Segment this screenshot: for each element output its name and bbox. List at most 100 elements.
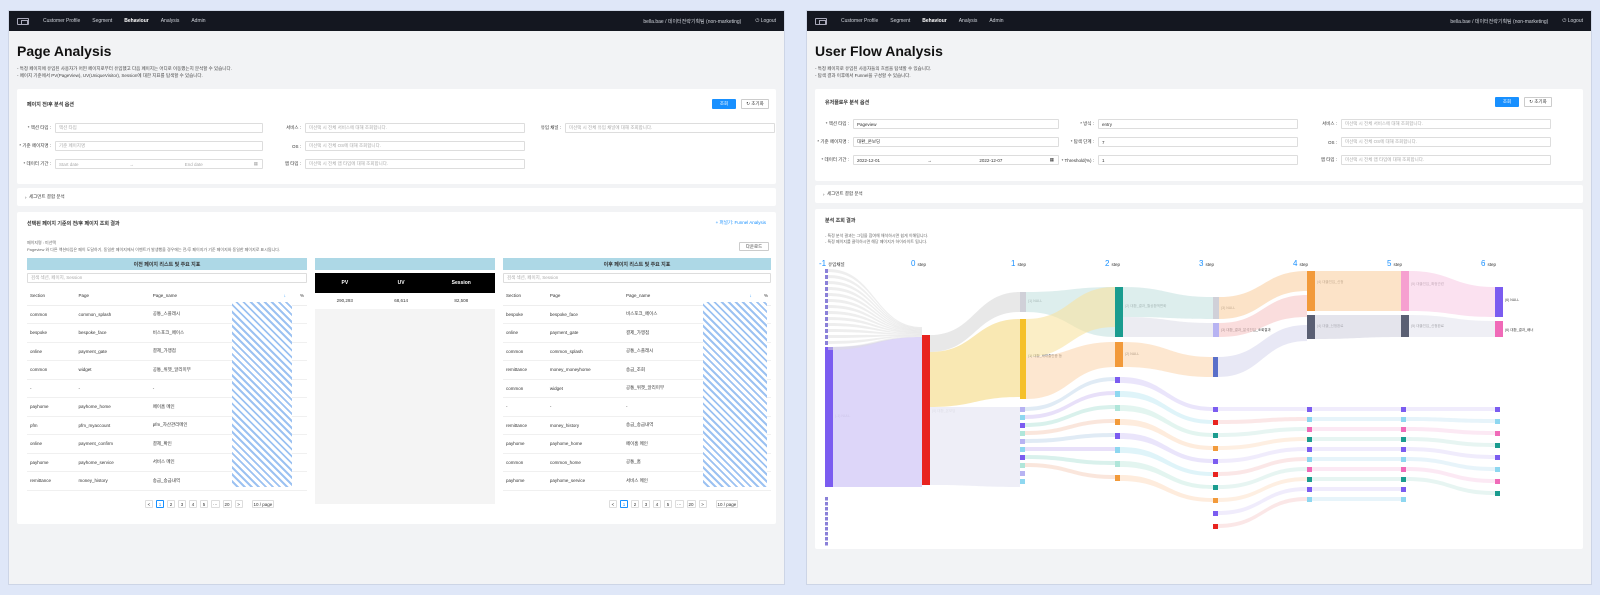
- sankey-link[interactable]: [1026, 342, 1115, 399]
- s5-node[interactable]: [1401, 457, 1406, 462]
- source-node[interactable]: [825, 323, 828, 327]
- page-number[interactable]: 1: [156, 500, 164, 508]
- table-row[interactable]: common widget 공통_위젯_알리미부: [503, 379, 771, 398]
- col-page[interactable]: Page: [78, 293, 90, 299]
- table-row[interactable]: payhome payhome_home 페이홈 메인: [27, 398, 307, 416]
- page-size-select[interactable]: 10 / page: [251, 500, 275, 508]
- source-node[interactable]: [825, 287, 828, 291]
- source-node[interactable]: [825, 293, 828, 297]
- col-page-name[interactable]: Page_name: [625, 293, 651, 299]
- sankey-link[interactable]: [1123, 342, 1213, 377]
- sankey-link[interactable]: [1025, 463, 1115, 479]
- s3-main-node[interactable]: [1213, 323, 1219, 337]
- s5-node[interactable]: [1401, 437, 1406, 442]
- page-number[interactable]: 20: [222, 500, 232, 508]
- s1-node[interactable]: [1020, 431, 1025, 436]
- table-row[interactable]: payhome payhome_service 서비스 메인: [503, 472, 771, 490]
- sankey-link[interactable]: [1025, 405, 1115, 427]
- source-node[interactable]: [825, 269, 828, 273]
- page-number[interactable]: 2: [167, 500, 175, 508]
- sankey-link[interactable]: [1312, 427, 1401, 431]
- sankey-link[interactable]: [1312, 497, 1401, 501]
- col-percent[interactable]: %: [299, 293, 304, 299]
- page-number[interactable]: 2: [631, 500, 639, 508]
- sankey-link[interactable]: [828, 287, 922, 331]
- s6-node[interactable]: [1495, 419, 1500, 424]
- s1-node[interactable]: [1020, 455, 1025, 460]
- sankey-link[interactable]: [930, 292, 1020, 352]
- s2-main-node[interactable]: [1115, 287, 1123, 337]
- table-row[interactable]: ---: [503, 398, 771, 416]
- sankey-link[interactable]: [1219, 295, 1307, 337]
- nav-analysis[interactable]: Analysis: [160, 18, 180, 24]
- logout-button[interactable]: ⏻ Logout: [755, 18, 776, 24]
- app-type-select[interactable]: 미선택 시 전체 앱 타입에 대해 조회합니다.: [305, 159, 525, 169]
- table-row[interactable]: pfm pfm_myaccount pfm_자산관리메인: [27, 416, 307, 435]
- s2-node[interactable]: [1115, 461, 1120, 467]
- nav-customer-profile[interactable]: Customer Profile: [841, 18, 879, 24]
- s3-node[interactable]: [1213, 446, 1218, 451]
- service-select[interactable]: 미선택 시 전체 서비스에 대해 조회합니다.: [1341, 119, 1551, 129]
- sankey-link[interactable]: [828, 335, 922, 344]
- table-row[interactable]: online payment_confirm 결제_확인: [27, 435, 307, 453]
- source-node[interactable]: [825, 502, 828, 506]
- s4-node[interactable]: [1307, 437, 1312, 442]
- page-number[interactable]: 4: [189, 500, 197, 508]
- threshold-input[interactable]: 1: [1098, 155, 1298, 165]
- col-section[interactable]: Section: [30, 293, 46, 299]
- sankey-link[interactable]: [1218, 427, 1307, 437]
- prev-page-button[interactable]: <: [609, 500, 617, 508]
- source-node[interactable]: [825, 507, 828, 511]
- s1-node[interactable]: [1020, 439, 1025, 444]
- page-number[interactable]: 20: [686, 500, 696, 508]
- s1-main-node[interactable]: [1020, 319, 1026, 399]
- s6-node[interactable]: [1495, 479, 1500, 484]
- search-button[interactable]: 조회: [1495, 97, 1519, 107]
- s6-node[interactable]: [1495, 431, 1500, 436]
- app-type-select[interactable]: 미선택 시 전체 앱 타입에 대해 조회합니다.: [1341, 155, 1551, 165]
- source-null-node[interactable]: [825, 347, 833, 487]
- date-range-picker[interactable]: 2022-12-01 → 2022-12-07 ▦: [853, 155, 1059, 165]
- next-search-input[interactable]: 검색 섹션, 페이지, Session: [503, 273, 771, 283]
- s6-node[interactable]: [1495, 455, 1500, 460]
- source-node[interactable]: [825, 497, 828, 501]
- sankey-link[interactable]: [828, 329, 922, 335]
- source-node[interactable]: [825, 281, 828, 285]
- sankey-link[interactable]: [828, 269, 922, 328]
- next-page-button[interactable]: >: [698, 500, 707, 508]
- nav-segment[interactable]: Segment: [890, 18, 911, 24]
- prev-page-button[interactable]: <: [145, 500, 153, 508]
- table-row[interactable]: common widget 공통_위젯_알리미부: [27, 361, 307, 379]
- s2-node[interactable]: [1115, 447, 1120, 453]
- nav-admin[interactable]: Admin: [989, 18, 1004, 24]
- table-row[interactable]: remittance money_history 송금_송금내역: [27, 472, 307, 490]
- sankey-link[interactable]: [828, 323, 922, 335]
- s5-node[interactable]: [1401, 447, 1406, 452]
- col-percent[interactable]: %: [763, 293, 768, 299]
- s4-main-node[interactable]: [1307, 271, 1315, 311]
- app-logo-icon[interactable]: [815, 17, 827, 25]
- table-row[interactable]: remittance money_history 송금_송금내역: [503, 416, 771, 435]
- inflow-select[interactable]: 미선택 시 전체 유입 채널에 대해 조회합니다.: [565, 123, 775, 133]
- table-row[interactable]: common common_home 공통_홈: [503, 453, 771, 472]
- s5-main-node[interactable]: [1401, 271, 1409, 311]
- step-input[interactable]: 7: [1098, 137, 1298, 147]
- os-select[interactable]: 미선택 시 전체 OS에 대해 조회합니다.: [305, 141, 525, 151]
- page-number[interactable]: 5: [664, 500, 672, 508]
- page-number[interactable]: 4: [653, 500, 661, 508]
- sankey-link[interactable]: [828, 334, 922, 338]
- s4-node[interactable]: [1307, 417, 1312, 422]
- page-select[interactable]: 대환_온보딩: [853, 137, 1059, 147]
- sankey-link[interactable]: [1218, 417, 1307, 424]
- page-number[interactable]: 3: [642, 500, 650, 508]
- table-row[interactable]: common common_splash 공통_스플래시: [503, 342, 771, 361]
- sankey-link[interactable]: [1218, 477, 1307, 502]
- table-row[interactable]: online payment_gate 결제_가맹점: [503, 324, 771, 342]
- source-node[interactable]: [825, 512, 828, 516]
- s4-node[interactable]: [1307, 427, 1312, 432]
- s1-node[interactable]: [1020, 415, 1025, 420]
- sankey-link[interactable]: [1218, 407, 1307, 411]
- sankey-link[interactable]: [930, 319, 1020, 407]
- date-range-picker[interactable]: Start date → End date ▦: [55, 159, 263, 169]
- s5-node[interactable]: [1401, 487, 1406, 492]
